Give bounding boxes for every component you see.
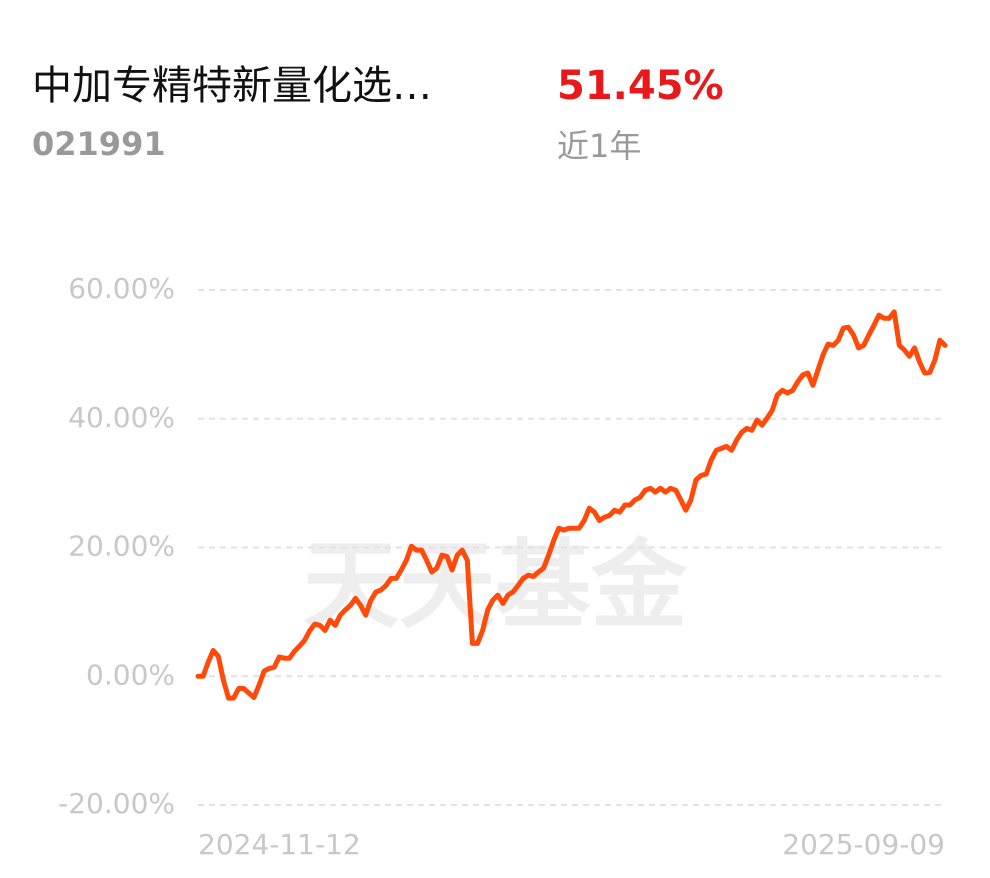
y-tick-label: 40.00% (68, 401, 175, 434)
y-tick-label: 60.00% (68, 272, 175, 305)
y-tick-label: 20.00% (68, 530, 175, 563)
return-value: 51.45% (557, 63, 724, 109)
y-tick-label: -20.00% (58, 787, 175, 820)
x-tick-label: 2025-09-09 (782, 828, 945, 861)
series-line (195, 309, 948, 701)
fund-title: 中加专精特新量化选… (32, 63, 432, 109)
watermark: 天天基金 (303, 529, 688, 641)
period-label: 近1年 (557, 127, 641, 165)
y-tick-label: 0.00% (86, 658, 175, 691)
x-tick-label: 2024-11-12 (198, 828, 361, 861)
fund-code: 021991 (32, 125, 166, 163)
